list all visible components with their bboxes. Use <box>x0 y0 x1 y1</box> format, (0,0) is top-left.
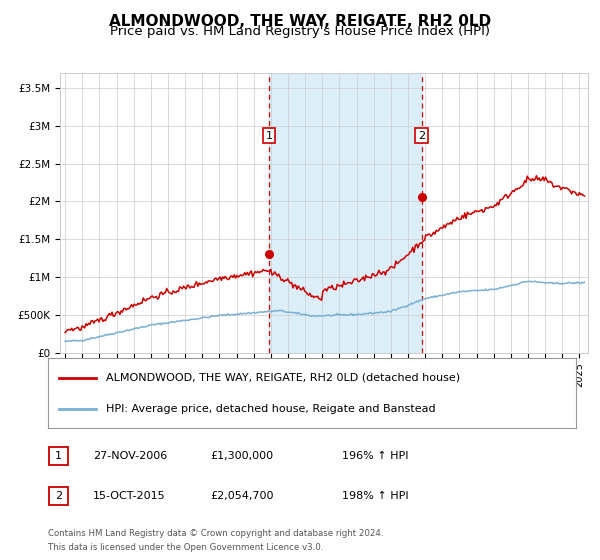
Text: 2: 2 <box>55 491 62 501</box>
Text: 198% ↑ HPI: 198% ↑ HPI <box>342 491 409 501</box>
Text: £2,054,700: £2,054,700 <box>210 491 274 501</box>
Text: Contains HM Land Registry data © Crown copyright and database right 2024.: Contains HM Land Registry data © Crown c… <box>48 529 383 538</box>
Text: Price paid vs. HM Land Registry's House Price Index (HPI): Price paid vs. HM Land Registry's House … <box>110 25 490 38</box>
Text: 1: 1 <box>55 451 62 461</box>
Text: 27-NOV-2006: 27-NOV-2006 <box>93 451 167 461</box>
FancyBboxPatch shape <box>49 487 68 505</box>
Text: £1,300,000: £1,300,000 <box>210 451 273 461</box>
Text: 2: 2 <box>418 130 425 141</box>
Text: HPI: Average price, detached house, Reigate and Banstead: HPI: Average price, detached house, Reig… <box>106 404 436 414</box>
Text: 1: 1 <box>266 130 272 141</box>
Bar <box>269 73 422 353</box>
Text: ALMONDWOOD, THE WAY, REIGATE, RH2 0LD (detached house): ALMONDWOOD, THE WAY, REIGATE, RH2 0LD (d… <box>106 373 460 383</box>
Text: 196% ↑ HPI: 196% ↑ HPI <box>342 451 409 461</box>
FancyBboxPatch shape <box>49 447 68 465</box>
Text: This data is licensed under the Open Government Licence v3.0.: This data is licensed under the Open Gov… <box>48 543 323 552</box>
Text: 15-OCT-2015: 15-OCT-2015 <box>93 491 166 501</box>
Text: ALMONDWOOD, THE WAY, REIGATE, RH2 0LD: ALMONDWOOD, THE WAY, REIGATE, RH2 0LD <box>109 14 491 29</box>
